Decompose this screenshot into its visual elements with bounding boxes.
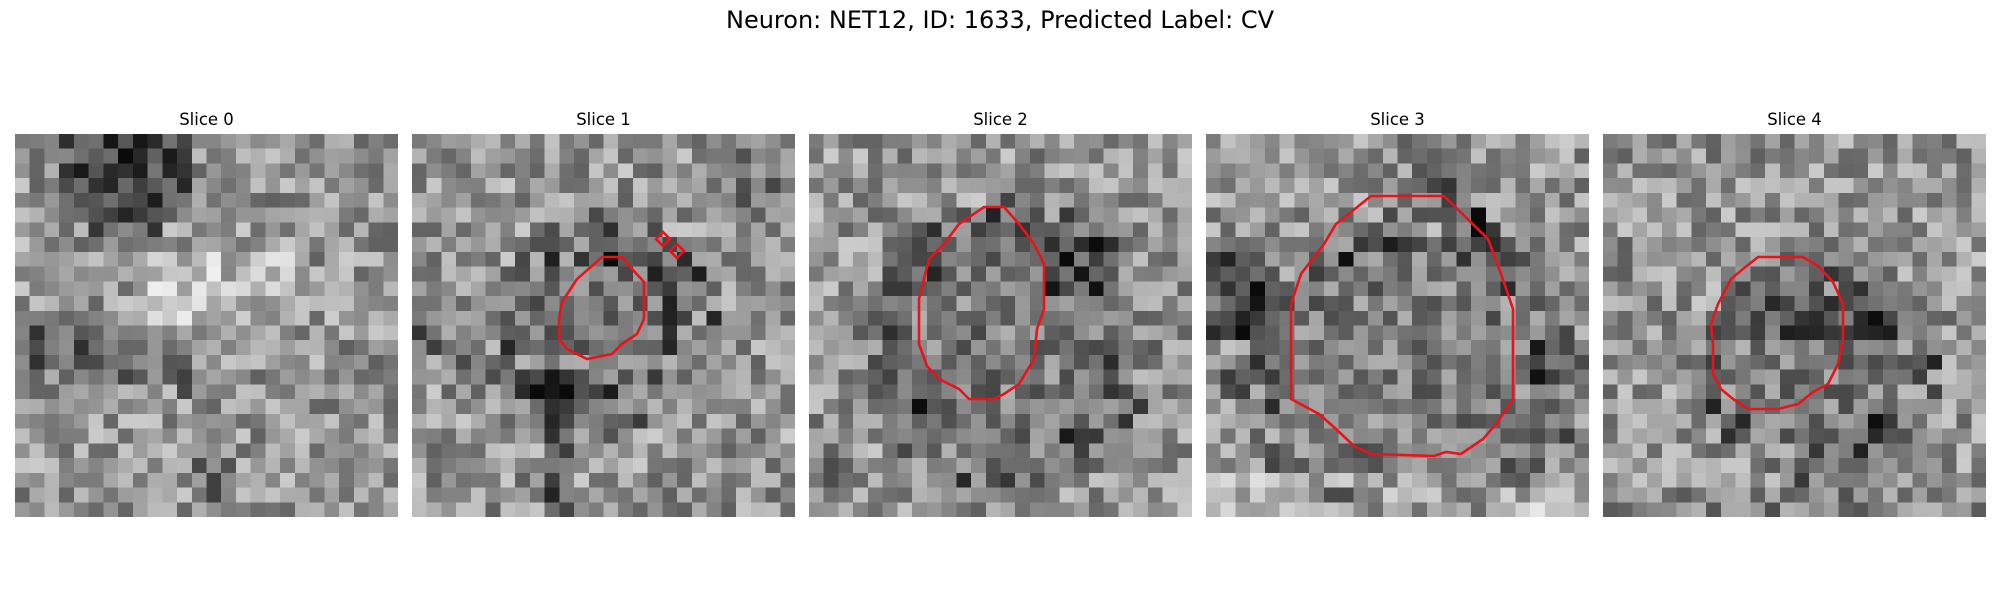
slice-title: Slice 4 [1767,110,1822,129]
slice-panel-4: Slice 4 [1603,108,1986,517]
figure-title: Neuron: NET12, ID: 1633, Predicted Label… [726,6,1274,34]
slice-panel-0: Slice 0 [15,108,398,517]
grayscale-pixel-image [412,134,795,517]
contour-fragment [668,242,686,260]
grayscale-pixel-image [1206,134,1589,517]
segmentation-overlay [557,230,686,361]
slice-image [1206,134,1589,517]
slice-panel-3: Slice 3 [1206,108,1589,517]
slice-image [412,134,795,517]
grayscale-pixel-image [809,134,1192,517]
slice-panel-1: Slice 1 [412,108,795,517]
slice-image [1603,134,1986,517]
slice-panel-2: Slice 2 [809,108,1192,517]
segmentation-overlay [1709,255,1845,411]
cell-contour [557,255,646,361]
slice-image [809,134,1192,517]
slice-title: Slice 2 [973,110,1028,129]
slice-image [15,134,398,517]
grayscale-pixel-image [1603,134,1986,517]
slice-title: Slice 0 [179,110,234,129]
slice-title: Slice 3 [1370,110,1425,129]
segmentation-overlay [917,205,1046,401]
contour-fragment [654,230,672,248]
segmentation-overlay [1289,194,1515,458]
cell-contour [1289,194,1515,458]
grayscale-pixel-image [15,134,398,517]
slice-title: Slice 1 [576,110,631,129]
cell-contour [1709,255,1845,411]
cell-contour [917,205,1046,401]
